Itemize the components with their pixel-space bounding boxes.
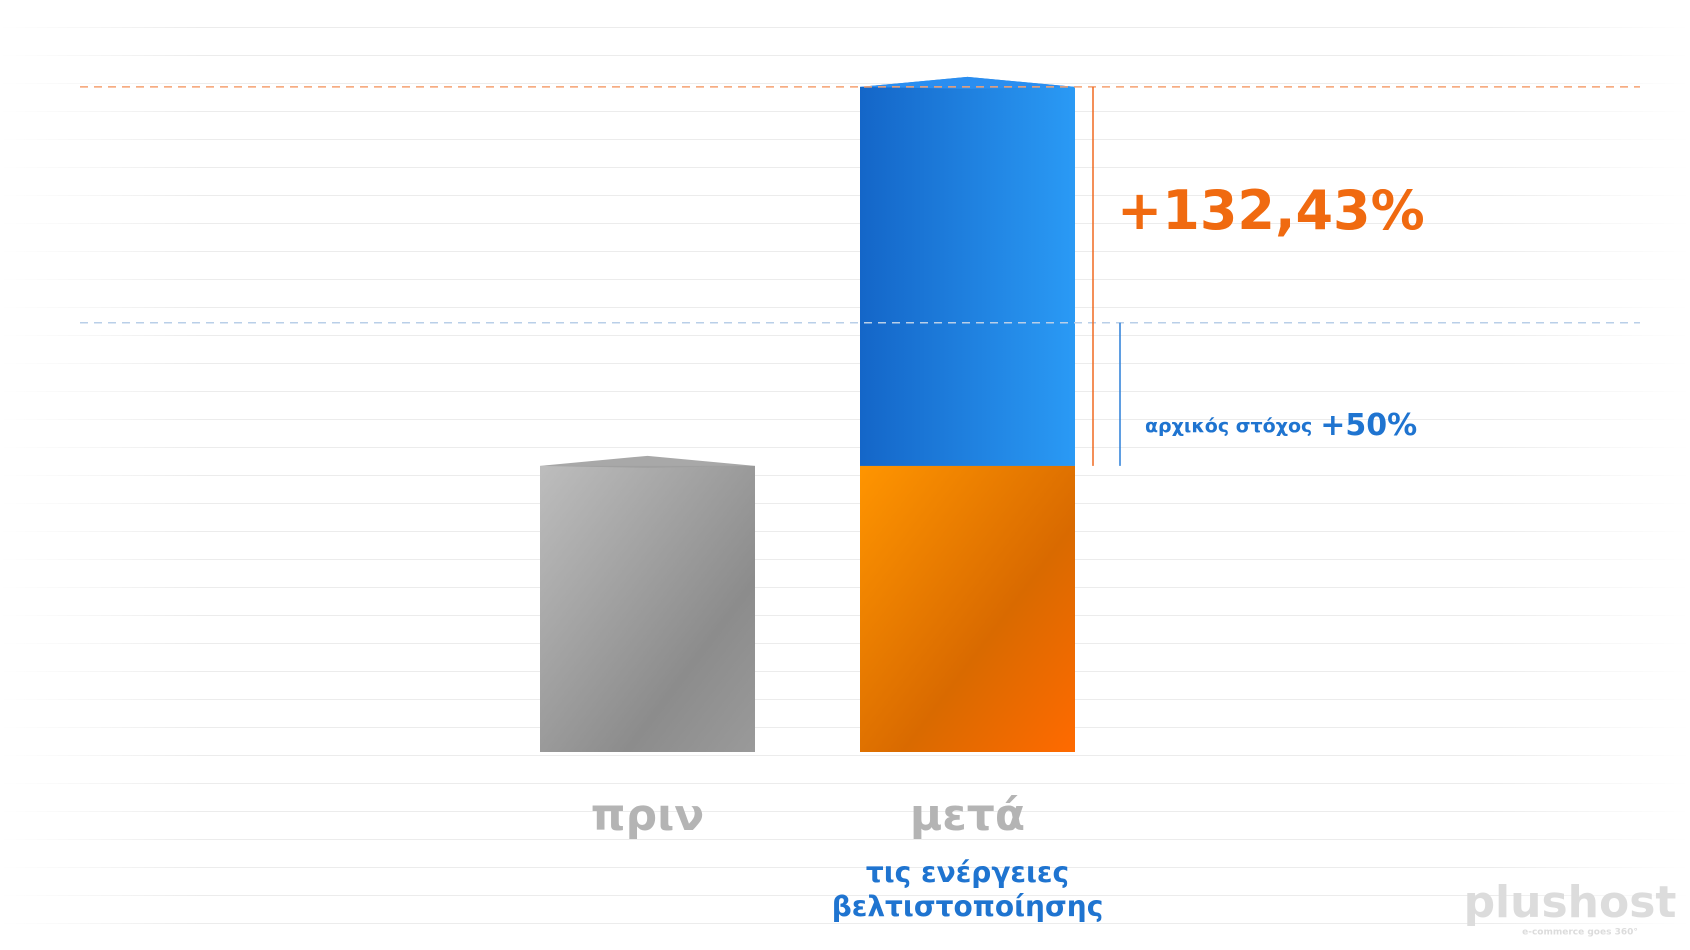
bar: [860, 465, 1075, 752]
value-label: +132,43%: [1117, 179, 1425, 242]
x-tick-label: πριν: [591, 790, 704, 841]
bar: [860, 86, 1075, 466]
logo: plushost: [1464, 877, 1677, 928]
category-subtitle: βελτιστοποίησης: [832, 890, 1104, 923]
x-tick-label: μετά: [910, 790, 1025, 841]
bar-top: [540, 455, 755, 468]
logo-tagline: e-commerce goes 360°: [1522, 928, 1638, 938]
target-value-label: +50%: [1320, 407, 1417, 442]
bar: [540, 465, 755, 752]
bar-top: [860, 76, 1075, 89]
category-subtitle: τις ενέργειες: [866, 856, 1069, 889]
target-label-text: αρχικός στόχος: [1145, 414, 1312, 436]
target-label: αρχικός στόχος +50%: [1145, 407, 1417, 442]
